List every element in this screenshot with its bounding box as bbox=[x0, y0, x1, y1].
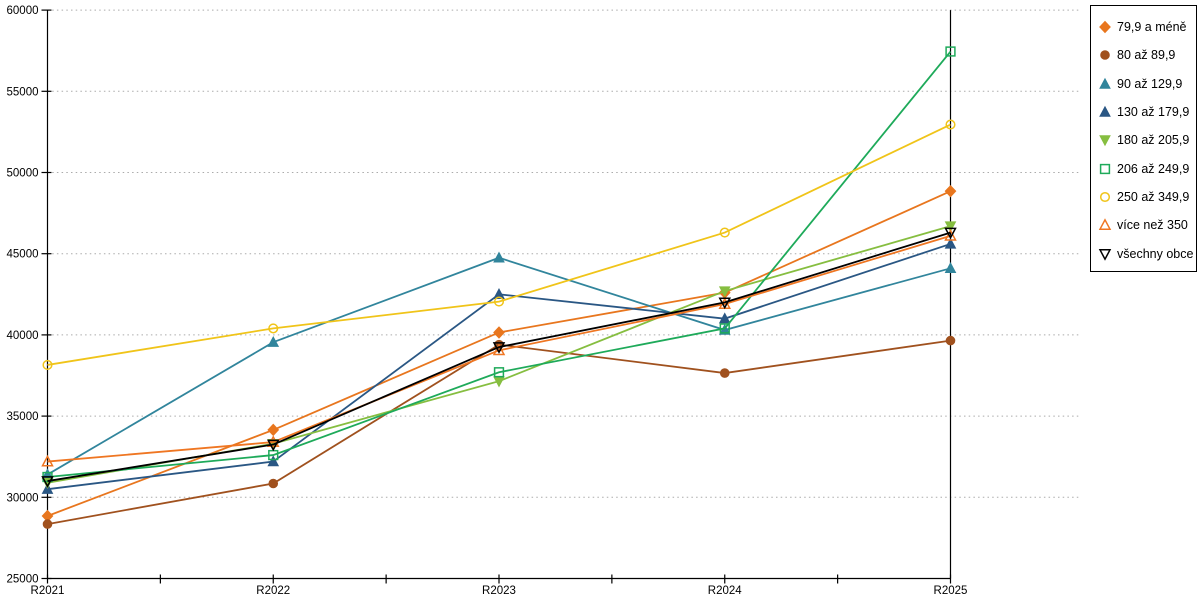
series-6 bbox=[42, 119, 956, 370]
y-tick-label: 50000 bbox=[7, 168, 39, 180]
legend-item-1[interactable]: 80 až 89,9 bbox=[1098, 41, 1194, 69]
triangle-up-marker-icon bbox=[1099, 105, 1111, 117]
legend: 79,9 a méně 80 až 89,9 90 až 129,9 130 až 1… bbox=[1090, 5, 1197, 272]
circle-marker-icon bbox=[1099, 191, 1111, 202]
series-line bbox=[47, 231, 951, 482]
triangle-down-marker-icon bbox=[1098, 248, 1112, 261]
series-2 bbox=[41, 251, 957, 480]
legend-item-label: všechny obce bbox=[1117, 246, 1194, 261]
legend-item-0[interactable]: 79,9 a méně bbox=[1098, 13, 1194, 41]
triangle-up-marker-icon bbox=[1099, 77, 1111, 89]
gridlines bbox=[47, 9, 1080, 498]
x-tick-label: R2024 bbox=[708, 585, 742, 597]
y-tick-label: 35000 bbox=[7, 411, 39, 423]
x-tick-label: R2025 bbox=[934, 585, 968, 597]
legend-item-label: 130 až 179,9 bbox=[1117, 105, 1190, 120]
axes: 25000 30000 35000 40000 45000 50000 55000 60000… bbox=[7, 5, 968, 597]
legend-item-label: 250 až 349,9 bbox=[1117, 189, 1190, 204]
legend-item-4[interactable]: 180 až 205,9 bbox=[1098, 126, 1194, 154]
legend-item-3[interactable]: 130 až 179,9 bbox=[1098, 98, 1194, 126]
series-0 bbox=[41, 184, 957, 523]
series-1 bbox=[42, 335, 956, 529]
legend-item-2[interactable]: 90 až 129,9 bbox=[1098, 70, 1194, 98]
legend-item-label: 90 až 129,9 bbox=[1117, 76, 1183, 91]
y-tick-label: 55000 bbox=[7, 86, 39, 98]
circle-marker-icon bbox=[1100, 50, 1110, 61]
triangle-down-marker-icon bbox=[1099, 135, 1111, 147]
legend-item-8[interactable]: všechny obce bbox=[1098, 239, 1194, 267]
series-3 bbox=[41, 237, 957, 494]
y-tick-label: 25000 bbox=[7, 574, 39, 586]
triangle-up-marker-icon bbox=[1098, 218, 1112, 231]
legend-item-label: 180 až 205,9 bbox=[1117, 133, 1190, 148]
y-tick-label: 60000 bbox=[7, 5, 39, 17]
legend-item-label: více než 350 bbox=[1117, 218, 1188, 233]
x-tick-label: R2022 bbox=[256, 585, 290, 597]
series-line bbox=[47, 234, 951, 463]
legend-item-5[interactable]: 206 až 249,9 bbox=[1098, 154, 1194, 182]
legend-item-6[interactable]: 250 až 349,9 bbox=[1098, 183, 1194, 211]
x-tick-label: R2021 bbox=[31, 585, 65, 597]
series-line bbox=[47, 243, 951, 491]
y-tick-label: 40000 bbox=[7, 330, 39, 342]
diamond-marker-icon bbox=[1099, 20, 1111, 34]
square-marker-icon bbox=[1099, 163, 1111, 174]
y-tick-label: 30000 bbox=[7, 492, 39, 504]
legend-item-7[interactable]: více než 350 bbox=[1098, 211, 1194, 239]
legend-item-label: 206 až 249,9 bbox=[1117, 161, 1190, 176]
series-line bbox=[47, 123, 951, 366]
legend-item-label: 80 až 89,9 bbox=[1117, 48, 1176, 63]
legend-item-label: 79,9 a méně bbox=[1117, 20, 1187, 35]
x-tick-label: R2023 bbox=[482, 585, 516, 597]
series-8 bbox=[41, 227, 957, 488]
y-tick-label: 45000 bbox=[7, 249, 39, 261]
series-line bbox=[47, 50, 952, 478]
